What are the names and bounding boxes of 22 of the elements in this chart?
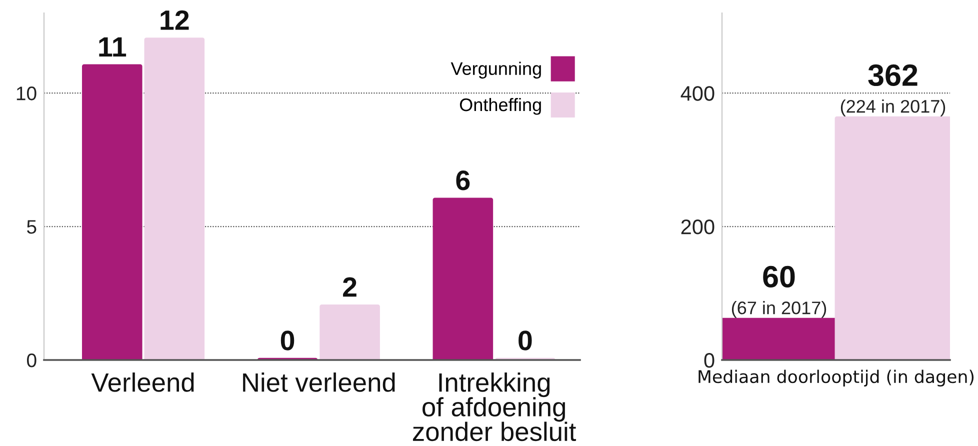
- legend-label: Ontheffing: [460, 98, 541, 115]
- data-label: 11: [99, 37, 126, 56]
- data-label: 0: [518, 330, 532, 350]
- data-label: 12: [160, 10, 189, 30]
- x-tick-label: Niet verleend: [243, 372, 395, 392]
- data-label: 60: [763, 266, 795, 288]
- y-tick-label: 0: [704, 353, 714, 368]
- y-tick-label: 0: [27, 353, 36, 368]
- y-tick-label: 400: [680, 86, 714, 101]
- x-tick-label: Intrekking of afdoening zonder besluit: [412, 372, 576, 442]
- y-tick-label: 5: [27, 220, 36, 234]
- x-tick-label: Verleend: [91, 372, 194, 392]
- y-tick-label: 200: [681, 220, 714, 234]
- x-axis-title: Mediaan doorlooptijd (in dagen): [698, 370, 974, 387]
- annotation: (224 in 2017): [840, 100, 946, 116]
- legend-label: Vergunning: [450, 62, 541, 79]
- data-label: 2: [343, 277, 356, 297]
- annotation: (67 in 2017): [732, 301, 826, 318]
- data-label: 362: [868, 64, 918, 86]
- data-label: 6: [456, 170, 470, 190]
- y-tick-label: 10: [16, 86, 36, 100]
- data-label: 0: [280, 330, 294, 350]
